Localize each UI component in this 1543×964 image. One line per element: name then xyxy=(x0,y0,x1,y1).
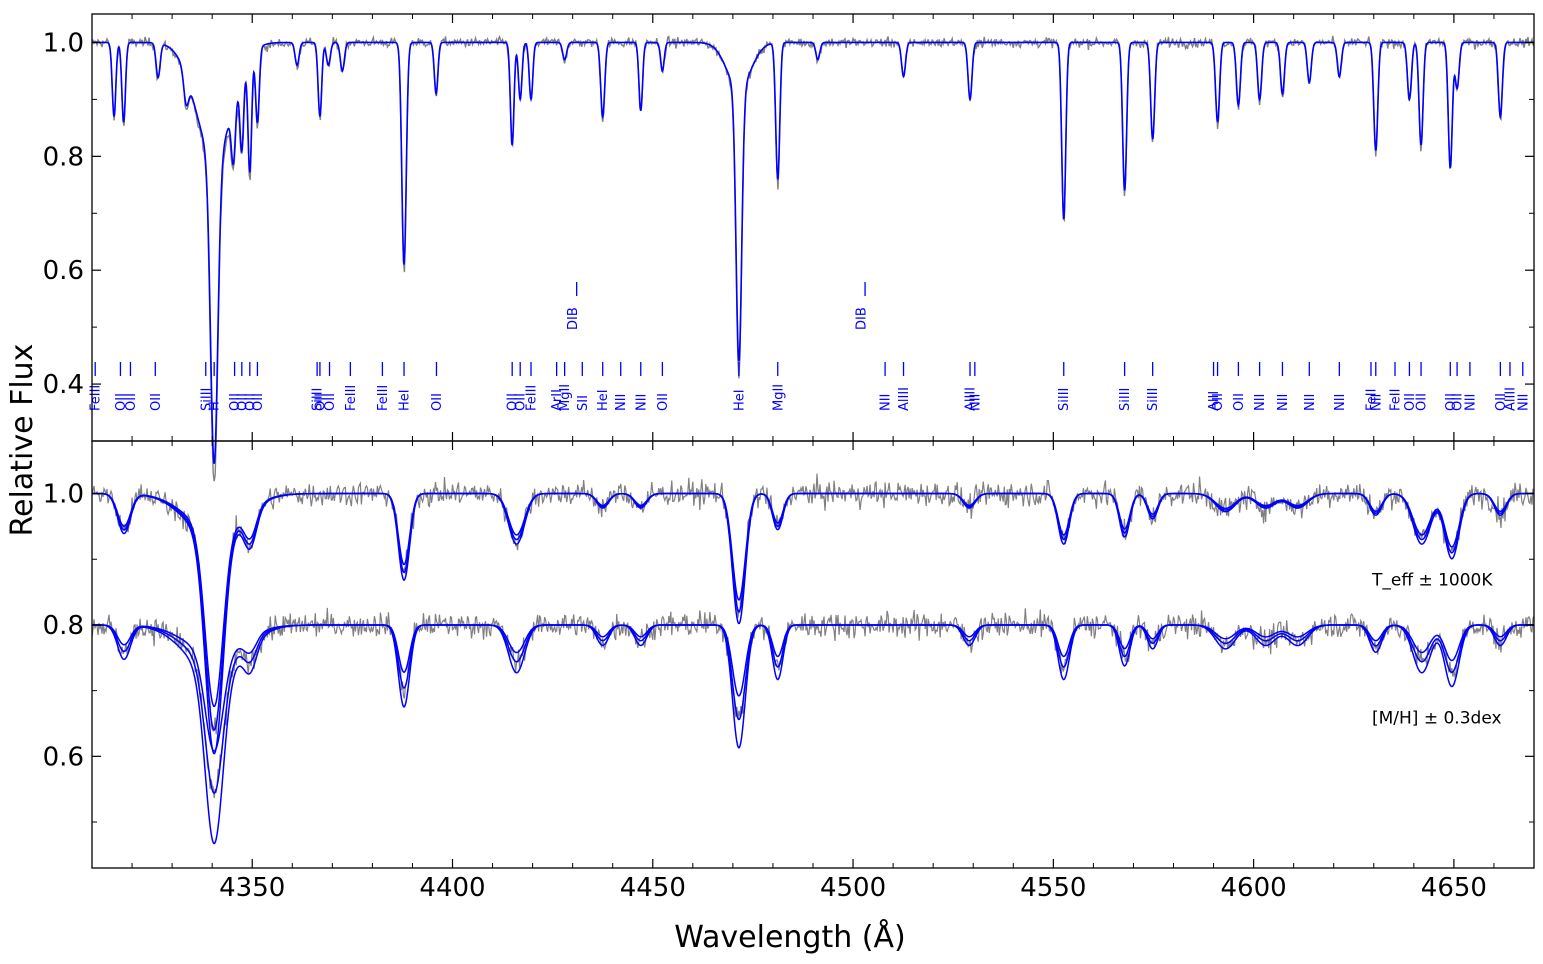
line-id-label: AlII xyxy=(1207,391,1222,411)
top-y-tick-label: 0.8 xyxy=(43,142,84,172)
model-spectrum-0-2 xyxy=(92,492,1534,755)
line-id-label: OII xyxy=(506,393,521,411)
line-id-label: OII xyxy=(114,393,129,411)
line-id-label: H xyxy=(208,401,223,411)
line-id-label: OII xyxy=(149,393,164,411)
line-id-label: SII xyxy=(576,395,591,411)
top-y-tick-label: 0.6 xyxy=(43,256,84,286)
x-tick-label: 4400 xyxy=(419,873,485,903)
model-spectrum-1-2 xyxy=(92,624,1534,845)
line-id-label: NII xyxy=(1303,394,1318,411)
line-id-label: SiIII xyxy=(199,388,214,411)
x-tick-label: 4650 xyxy=(1421,873,1487,903)
line-id-label: OII xyxy=(430,393,445,411)
line-id-label: OII xyxy=(323,393,338,411)
x-tick-label: 4600 xyxy=(1221,873,1287,903)
line-id-label: HeI xyxy=(398,389,413,411)
dib-label: DIB xyxy=(855,307,870,330)
line-id-label: OII xyxy=(1444,393,1459,411)
line-id-label: OII xyxy=(251,393,266,411)
bottom-panel: T_eff ± 1000K [M/H] ± 0.3dex 0.6 0.8 1.0 xyxy=(43,473,1535,845)
x-axis: 4350 4400 4450 4500 4550 4600 4650 xyxy=(91,13,1535,903)
line-id-label: OII xyxy=(228,393,243,411)
top-y-tick-label: 1.0 xyxy=(43,28,84,58)
line-id-label: MgII xyxy=(558,384,573,411)
line-id-label: NII xyxy=(1333,394,1348,411)
bottom-y-tick-label: 0.8 xyxy=(43,611,84,641)
x-tick-label: 4450 xyxy=(620,873,686,903)
line-id-label: OII xyxy=(656,393,671,411)
line-id-label: OII xyxy=(514,393,529,411)
line-id-label: NII xyxy=(1276,394,1291,411)
bottom-y-tick-label: 1.0 xyxy=(43,480,84,510)
dib-label: DIB xyxy=(566,307,581,330)
line-id-label: OII xyxy=(1403,393,1418,411)
x-tick-label: 4550 xyxy=(1020,873,1086,903)
observed-spectrum-0 xyxy=(91,473,1535,735)
line-id-label: NII xyxy=(1253,394,1268,411)
y-axis-title: Relative Flux xyxy=(5,344,40,537)
bottom-y-tick-label: 0.6 xyxy=(43,742,84,772)
line-id-label: SiIII xyxy=(311,388,326,411)
line-id-label: OII xyxy=(243,393,258,411)
line-id-label: OII xyxy=(1232,393,1247,411)
line-id-label: FeIII xyxy=(344,385,359,411)
line-id-label: SiIII xyxy=(1057,388,1072,411)
line-id-label: NII xyxy=(1463,394,1478,411)
line-id-label: FeIII xyxy=(89,385,104,411)
line-id-label: OII xyxy=(1211,393,1226,411)
line-id-label: NII xyxy=(1516,394,1531,411)
line-id-label: FeII xyxy=(1365,389,1380,411)
line-id-label: NII xyxy=(1369,394,1384,411)
line-id-label: NII xyxy=(634,394,649,411)
line-id-label: ArII xyxy=(550,389,565,411)
line-id-label: OII xyxy=(313,393,328,411)
x-tick-label: 4500 xyxy=(820,873,886,903)
line-id-label: OII xyxy=(124,393,139,411)
line-id-label: AlIII xyxy=(897,387,912,411)
line-id-label: MgII xyxy=(771,384,786,411)
line-id-label: HeI xyxy=(596,389,611,411)
series-annotation: [M/H] ± 0.3dex xyxy=(1372,709,1502,729)
line-id-label: AlIII xyxy=(1504,387,1519,411)
line-id-label: FeIII xyxy=(525,385,540,411)
line-id-label: HeI xyxy=(732,389,747,411)
top-y-tick-label: 0.4 xyxy=(43,370,84,400)
x-axis-title: Wavelength (Å) xyxy=(674,919,905,955)
line-id-label: FeII xyxy=(1389,389,1404,411)
model-spectrum-top xyxy=(92,41,1534,464)
line-id-label: SiIII xyxy=(1118,388,1133,411)
x-tick-label: 4350 xyxy=(219,873,285,903)
line-id-label: OII xyxy=(1451,393,1466,411)
line-id-label: NII xyxy=(614,394,629,411)
line-id-label: AlIII xyxy=(964,387,979,411)
line-id-label: SiIII xyxy=(1146,388,1161,411)
series-annotation: T_eff ± 1000K xyxy=(1371,571,1493,591)
line-id-label: FeIII xyxy=(376,385,391,411)
line-id-label: NII xyxy=(968,394,983,411)
line-id-label: OII xyxy=(1415,393,1430,411)
line-id-label: NII xyxy=(879,394,894,411)
line-id-label: OII xyxy=(1494,393,1509,411)
line-id-label: OII xyxy=(235,393,250,411)
